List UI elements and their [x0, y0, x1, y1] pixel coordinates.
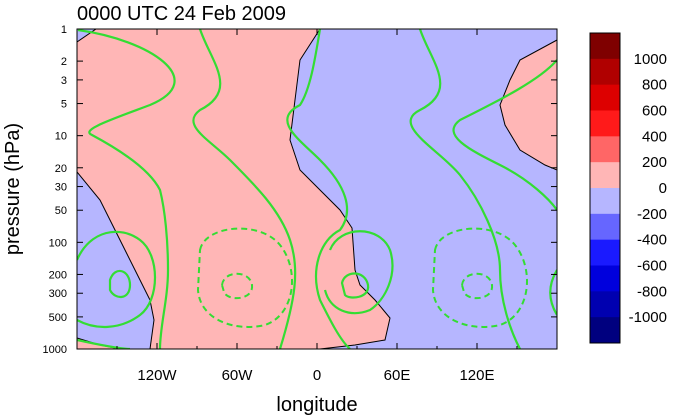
y-axis-label: pressure (hPa) — [2, 123, 24, 255]
y-tick-label: 1 — [61, 24, 67, 36]
y-tick-label: 2 — [61, 56, 67, 68]
colorbar-label: 600 — [642, 103, 667, 120]
colorbar-label: -600 — [637, 258, 667, 275]
colorbar-swatch — [590, 58, 620, 86]
contour-solid-8 — [323, 230, 394, 315]
x-tick-label: 120E — [459, 367, 494, 384]
colorbar-frame — [589, 32, 621, 344]
contour-solid-6 — [77, 230, 157, 329]
colorbar-swatch — [590, 162, 620, 189]
colorbar-swatch — [590, 33, 620, 60]
contour-dashed-1 — [196, 227, 293, 328]
x-axis-ticks: 120W 60W 0 60E 120E — [116, 29, 518, 384]
y-tick-label: 300 — [49, 288, 67, 300]
y-tick-label: 100 — [49, 237, 67, 249]
contour-solid-4 — [409, 29, 521, 349]
colorbar-swatch — [590, 136, 620, 163]
colorbar-swatch — [590, 213, 620, 241]
y-tick-label: 20 — [55, 163, 67, 175]
colorbar-swatch — [590, 291, 620, 318]
y-tick-label: 10 — [55, 131, 67, 143]
colorbar-label: -200 — [637, 206, 667, 223]
contour-dashed-4 — [460, 272, 494, 300]
x-tick-label: 0 — [313, 367, 321, 384]
colorbar-label: 800 — [642, 77, 667, 94]
y-tick-label: 3 — [61, 75, 67, 87]
colorbar-label: 0 — [659, 180, 667, 197]
colorbar: 1000 800 600 400 200 0 -200 -400 -600 -800 -1000 — [589, 32, 667, 344]
contour-solid-3 — [286, 29, 351, 349]
contour-solid-2 — [192, 29, 297, 349]
colorbar-swatch — [590, 84, 620, 111]
y-tick-label: 1000 — [43, 344, 67, 356]
y-tick-label: 50 — [55, 205, 67, 217]
contour-solid-1 — [77, 29, 176, 349]
colorbar-swatch — [590, 188, 620, 215]
x-axis-label: longitude — [276, 394, 357, 416]
contour-solid-10 — [549, 269, 557, 316]
x-tick-label: 60W — [222, 367, 254, 384]
x-tick-label: 120W — [137, 367, 177, 384]
chart-title: 0000 UTC 24 Feb 2009 — [77, 3, 286, 25]
colorbar-label: -800 — [637, 283, 667, 300]
y-tick-label: 200 — [49, 269, 67, 281]
contour-solid-7 — [108, 269, 132, 298]
contour-solid-9 — [340, 272, 370, 299]
contour-dashed-3 — [431, 227, 528, 328]
y-axis-ticks: 1000 500 300 200 100 50 30 20 10 5 3 2 1 — [43, 24, 557, 356]
contour-solid-5 — [452, 59, 557, 211]
colorbar-label: -1000 — [629, 309, 667, 326]
colorbar-swatch — [590, 265, 620, 292]
y-tick-label: 30 — [55, 182, 67, 194]
colorbar-swatch — [590, 110, 620, 137]
colorbar-label: 400 — [642, 128, 667, 145]
y-tick-label: 500 — [49, 312, 67, 324]
colorbar-label: 200 — [642, 154, 667, 171]
colorbar-label: -400 — [637, 232, 667, 249]
contour-dashed-2 — [220, 272, 254, 300]
colorbar-label: 1000 — [634, 51, 667, 68]
colorbar-swatch — [590, 239, 620, 266]
x-tick-label: 60E — [384, 367, 411, 384]
y-tick-label: 5 — [61, 99, 67, 111]
colorbar-swatch — [590, 317, 620, 344]
